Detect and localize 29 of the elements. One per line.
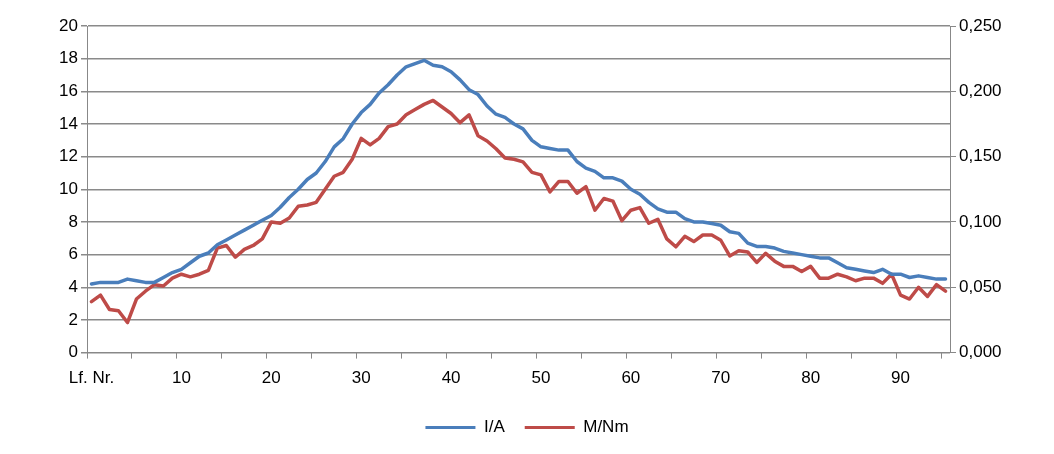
y-tick-label: 18 (59, 48, 78, 68)
y2-tick-label: 0,150 (959, 146, 1002, 166)
y2-tick-label: 0,250 (959, 15, 1002, 35)
y-tick-label: 4 (68, 276, 78, 296)
y-tick-label: 2 (68, 309, 78, 329)
y2-tick-label: 0,050 (959, 276, 1002, 296)
x-tick-label: 90 (891, 368, 911, 388)
y-tick-label: 16 (59, 81, 78, 101)
y2-tick-label: 0,000 (959, 342, 1002, 362)
x-tick-label: 40 (441, 368, 461, 388)
x-tick-label: 70 (711, 368, 731, 388)
x-tick-label: 30 (351, 368, 371, 388)
x-tick-label: 60 (621, 368, 641, 388)
legend-label: I/A (483, 417, 506, 437)
x-tick-label: 50 (531, 368, 551, 388)
y-tick-label: 20 (59, 15, 78, 35)
x-tick-label: 80 (801, 368, 821, 388)
y2-tick-label: 0,100 (959, 211, 1002, 231)
legend-label: M/Nm (583, 417, 629, 437)
x-tick-label: 10 (171, 368, 191, 388)
y-tick-label: 6 (68, 244, 78, 264)
y-tick-label: 8 (68, 211, 78, 231)
y-tick-label: 12 (59, 146, 78, 166)
y-tick-label: 14 (59, 113, 78, 133)
x-tick-label: Lf. Nr. (68, 368, 115, 388)
x-tick-label: 20 (261, 368, 281, 388)
y2-tick-label: 0,200 (959, 81, 1002, 101)
y-tick-label: 0 (68, 342, 78, 362)
y-tick-label: 10 (59, 178, 78, 198)
